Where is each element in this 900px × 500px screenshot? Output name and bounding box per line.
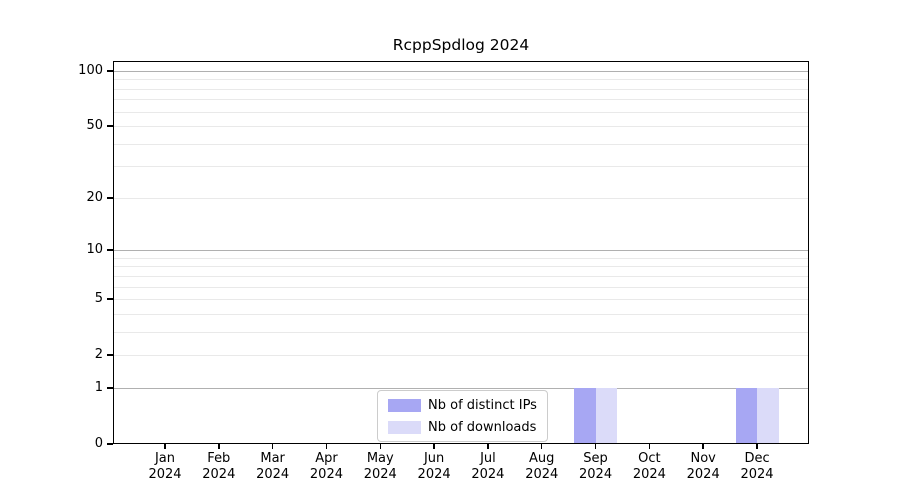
minor-gridline [113, 126, 809, 128]
x-tick-label: Sep 2024 [579, 451, 613, 482]
major-gridline [113, 387, 809, 389]
minor-gridline [113, 143, 809, 145]
x-tick-mark [379, 444, 382, 449]
minor-gridline [113, 197, 809, 199]
x-tick-label: Mar 2024 [256, 451, 290, 482]
legend-item-downloads: Nb of downloads [388, 418, 537, 436]
y-tick-label: 2 [94, 347, 103, 363]
y-tick-label: 10 [86, 242, 103, 258]
major-gridline [113, 70, 809, 72]
minor-gridline [113, 99, 809, 101]
x-tick-label: Feb 2024 [202, 451, 236, 482]
plot-area: Nb of distinct IPs Nb of downloads [113, 61, 809, 444]
minor-gridline [113, 275, 809, 277]
y-tick-mark [107, 125, 113, 127]
y-axis: 100 50 20 10 5 2 1 0 [0, 61, 113, 451]
legend-swatch-downloads [388, 420, 421, 434]
y-tick-mark [107, 387, 113, 389]
minor-gridline [113, 286, 809, 288]
minor-gridline [113, 111, 809, 113]
x-tick-mark [164, 444, 166, 449]
x-tick-mark [594, 444, 597, 449]
minor-gridline [113, 355, 809, 357]
x-tick-mark [218, 444, 220, 449]
legend-item-distinct-ips: Nb of distinct IPs [388, 396, 537, 414]
y-tick-label: 100 [78, 62, 103, 78]
y-tick-mark [107, 443, 113, 445]
x-tick-mark [433, 444, 435, 449]
bar [595, 387, 618, 444]
y-tick-mark [107, 249, 113, 251]
y-tick-label: 20 [86, 189, 103, 205]
minor-gridline [113, 166, 809, 168]
x-tick-mark [702, 444, 704, 449]
x-tick-label: May 2024 [363, 451, 397, 482]
gridlines-layer [113, 61, 809, 444]
x-tick-label: Jan 2024 [148, 451, 182, 482]
y-tick-mark [107, 70, 113, 72]
bar [757, 387, 779, 444]
bar [574, 387, 596, 444]
minor-gridline [113, 88, 809, 90]
legend-swatch-distinct-ips [388, 398, 421, 412]
x-tick-label: Jul 2024 [471, 451, 505, 482]
legend: Nb of distinct IPs Nb of downloads [377, 390, 548, 442]
minor-gridline [113, 331, 809, 333]
y-tick-mark [107, 197, 113, 199]
minor-gridline [113, 313, 809, 315]
minor-gridline [113, 257, 809, 259]
bar [735, 387, 758, 444]
x-tick-label: Nov 2024 [686, 451, 720, 482]
x-tick-label: Dec 2024 [740, 451, 774, 482]
x-tick-mark [540, 444, 543, 449]
major-gridline [113, 250, 809, 252]
minor-gridline [113, 299, 809, 301]
y-tick-mark [107, 298, 113, 300]
y-tick-label: 1 [94, 379, 103, 395]
x-axis: Jan 2024 Feb 2024 Mar 2024 Apr 2024 May 2024… [113, 444, 809, 500]
y-tick-label: 5 [94, 291, 103, 307]
x-tick-label: Oct 2024 [632, 451, 666, 482]
bars-layer [113, 61, 809, 444]
x-tick-mark [648, 444, 651, 449]
minor-gridline [113, 266, 809, 268]
minor-gridline [113, 79, 809, 81]
y-tick-label: 0 [94, 436, 103, 451]
legend-label-downloads: Nb of downloads [428, 419, 537, 435]
x-tick-mark [756, 444, 758, 449]
x-tick-label: Jun 2024 [417, 451, 451, 482]
x-tick-label: Apr 2024 [309, 451, 343, 482]
x-tick-mark [325, 444, 328, 449]
x-tick-mark [271, 444, 274, 449]
y-tick-label: 50 [86, 118, 103, 134]
x-tick-label: Aug 2024 [525, 451, 559, 482]
legend-label-distinct-ips: Nb of distinct IPs [428, 397, 537, 413]
x-tick-mark [487, 444, 489, 449]
y-tick-mark [107, 354, 113, 356]
chart-title: RcppSpdlog 2024 [392, 36, 530, 54]
